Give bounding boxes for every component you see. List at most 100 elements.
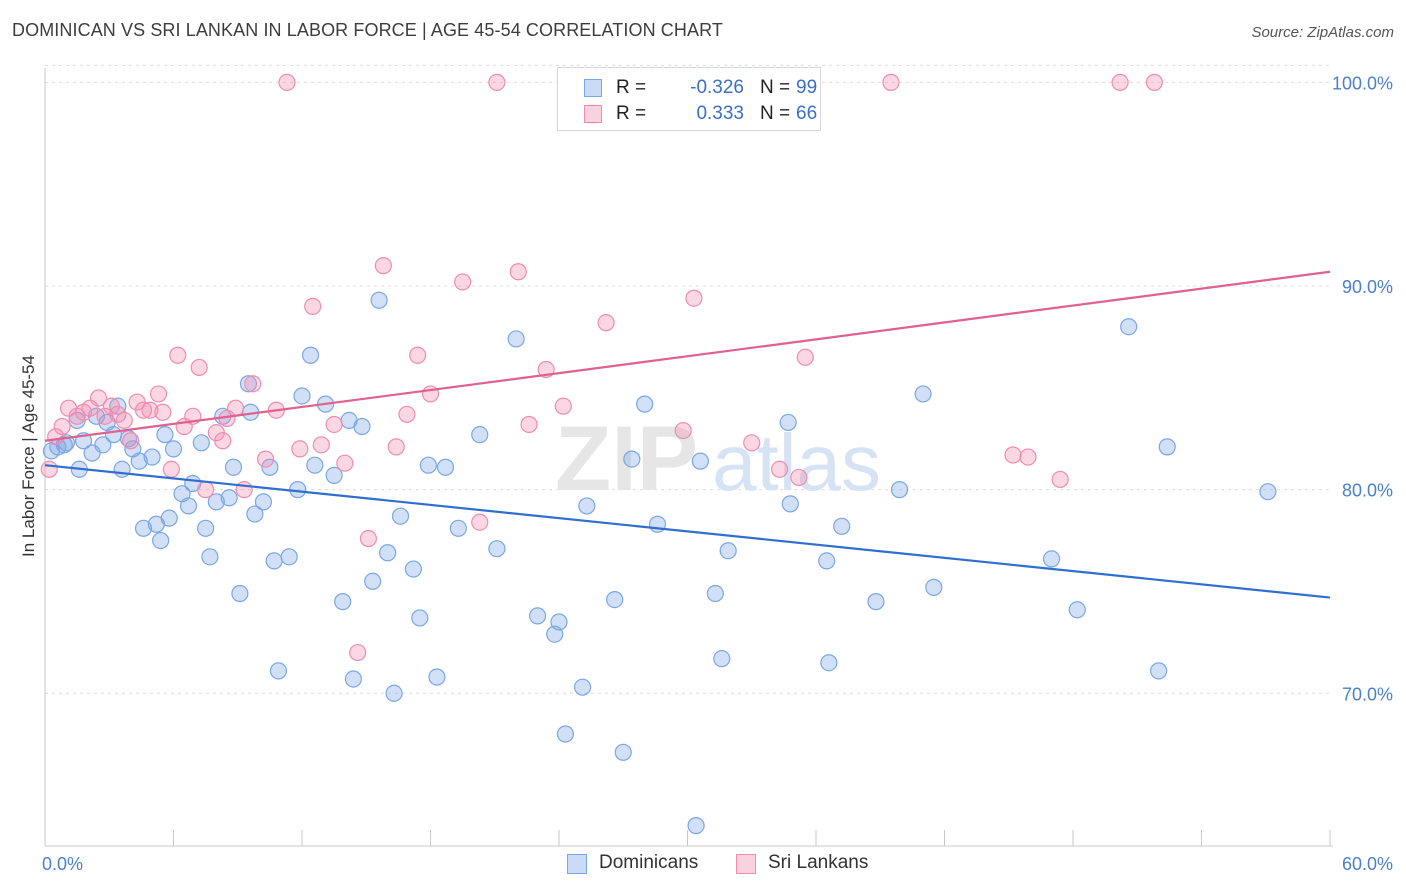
data-point [349, 643, 367, 662]
data-point [623, 450, 641, 468]
data-point [201, 548, 219, 566]
legend-r-value: 0.333 [696, 103, 744, 124]
data-point [152, 531, 170, 550]
data-point [488, 540, 506, 558]
data-point [597, 314, 615, 332]
data-point [134, 519, 153, 537]
data-point [115, 411, 133, 429]
data-point [353, 417, 371, 436]
data-point [96, 407, 114, 425]
data-point [833, 517, 851, 535]
data-point [1042, 550, 1061, 568]
data-point [162, 460, 180, 478]
tick-labels: 70.0% 80.0% 90.0% 100.0% 0.0% 60.0% [42, 73, 1393, 874]
legend-n-label: N = [760, 103, 791, 124]
data-point [141, 401, 159, 419]
data-point [109, 405, 127, 423]
data-point [428, 668, 446, 686]
data-point [1051, 470, 1069, 489]
data-point [89, 389, 108, 407]
data-point [685, 289, 703, 307]
data-point [770, 460, 789, 478]
correlation-legend: R = -0.326 N = 99 R = 0.333 N = 66 [557, 67, 821, 131]
x-tick-label: 0.0% [42, 854, 83, 874]
watermark: ZIP atlas [555, 408, 881, 510]
data-point [254, 493, 273, 511]
data-point [606, 590, 624, 609]
data-point [280, 548, 298, 566]
data-point [220, 489, 238, 507]
data-point [154, 403, 172, 421]
watermark-atlas: atlas [712, 418, 881, 507]
data-point [713, 650, 731, 668]
data-point [818, 552, 836, 570]
data-point [1120, 318, 1138, 336]
data-point [261, 458, 279, 476]
data-point [706, 584, 724, 603]
data-point [488, 73, 506, 91]
data-point [306, 456, 324, 474]
data-point [779, 413, 797, 432]
dominicans-points [42, 291, 1277, 835]
data-point [156, 426, 174, 444]
data-point [1259, 483, 1277, 501]
data-point [391, 507, 410, 525]
data-point [325, 466, 343, 484]
data-point [269, 662, 288, 680]
data-point [192, 434, 210, 452]
data-point [197, 481, 215, 499]
data-point [1158, 438, 1176, 456]
data-point [1111, 73, 1129, 91]
data-point [244, 375, 262, 393]
data-point [197, 519, 215, 537]
data-point [1150, 662, 1168, 680]
data-point [207, 493, 225, 511]
data-point [334, 593, 352, 611]
data-point [385, 684, 403, 702]
data-point [224, 458, 243, 476]
axes [44, 68, 1333, 847]
data-point [134, 401, 153, 419]
data-point [404, 560, 422, 578]
data-point [53, 417, 71, 436]
data-point [550, 613, 568, 631]
y-tick-label: 90.0% [1342, 277, 1393, 297]
data-point [40, 460, 58, 478]
data-point [796, 348, 814, 366]
data-point [820, 654, 838, 672]
data-point [246, 505, 264, 523]
source-label: Source: ZipAtlas.com [1251, 24, 1394, 41]
data-point [370, 291, 388, 309]
data-point [509, 263, 527, 281]
data-point [1019, 448, 1037, 466]
legend-swatch-dominicans [584, 79, 602, 97]
legend-r-label: R = [616, 77, 647, 98]
legend-n-label: N = [760, 77, 791, 98]
data-point [411, 609, 429, 627]
data-point [374, 257, 392, 275]
watermark-zip: ZIP [555, 408, 698, 510]
data-point [449, 519, 467, 537]
data-point [169, 346, 187, 364]
trend-lines [44, 270, 1331, 599]
data-point [409, 346, 427, 364]
data-point [790, 468, 808, 487]
data-point [614, 743, 632, 761]
y-tick-label: 70.0% [1342, 684, 1393, 704]
data-point [227, 399, 245, 417]
data-point [344, 670, 362, 688]
data-point [143, 448, 161, 466]
data-point [636, 395, 654, 413]
data-point [278, 73, 296, 91]
data-point [781, 495, 799, 513]
data-point [164, 440, 183, 458]
data-point [436, 458, 455, 476]
bottom-legend-label-sri-lankans: Sri Lankans [768, 852, 869, 873]
data-point [379, 544, 397, 562]
data-point [179, 497, 198, 515]
legend-swatch-sri-lankans [584, 105, 602, 123]
data-point [520, 415, 538, 434]
data-point [554, 397, 572, 415]
data-point [573, 678, 592, 696]
data-point [122, 432, 140, 450]
